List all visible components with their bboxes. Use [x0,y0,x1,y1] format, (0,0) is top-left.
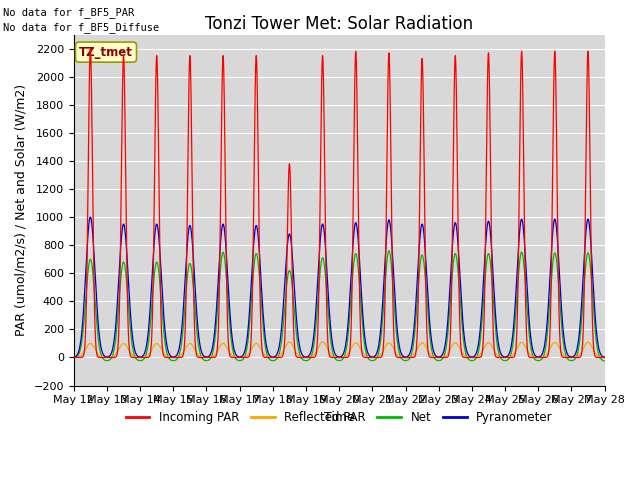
Title: Tonzi Tower Met: Solar Radiation: Tonzi Tower Met: Solar Radiation [205,15,473,33]
Legend: Incoming PAR, Reflected PAR, Net, Pyranometer: Incoming PAR, Reflected PAR, Net, Pyrano… [121,407,557,429]
X-axis label: Time: Time [324,411,355,424]
Y-axis label: PAR (umol/m2/s) / Net and Solar (W/m2): PAR (umol/m2/s) / Net and Solar (W/m2) [15,84,28,336]
Text: No data for f_BF5_Diffuse: No data for f_BF5_Diffuse [3,22,159,33]
Text: No data for f_BF5_PAR: No data for f_BF5_PAR [3,7,134,18]
Text: TZ_tmet: TZ_tmet [79,46,133,59]
